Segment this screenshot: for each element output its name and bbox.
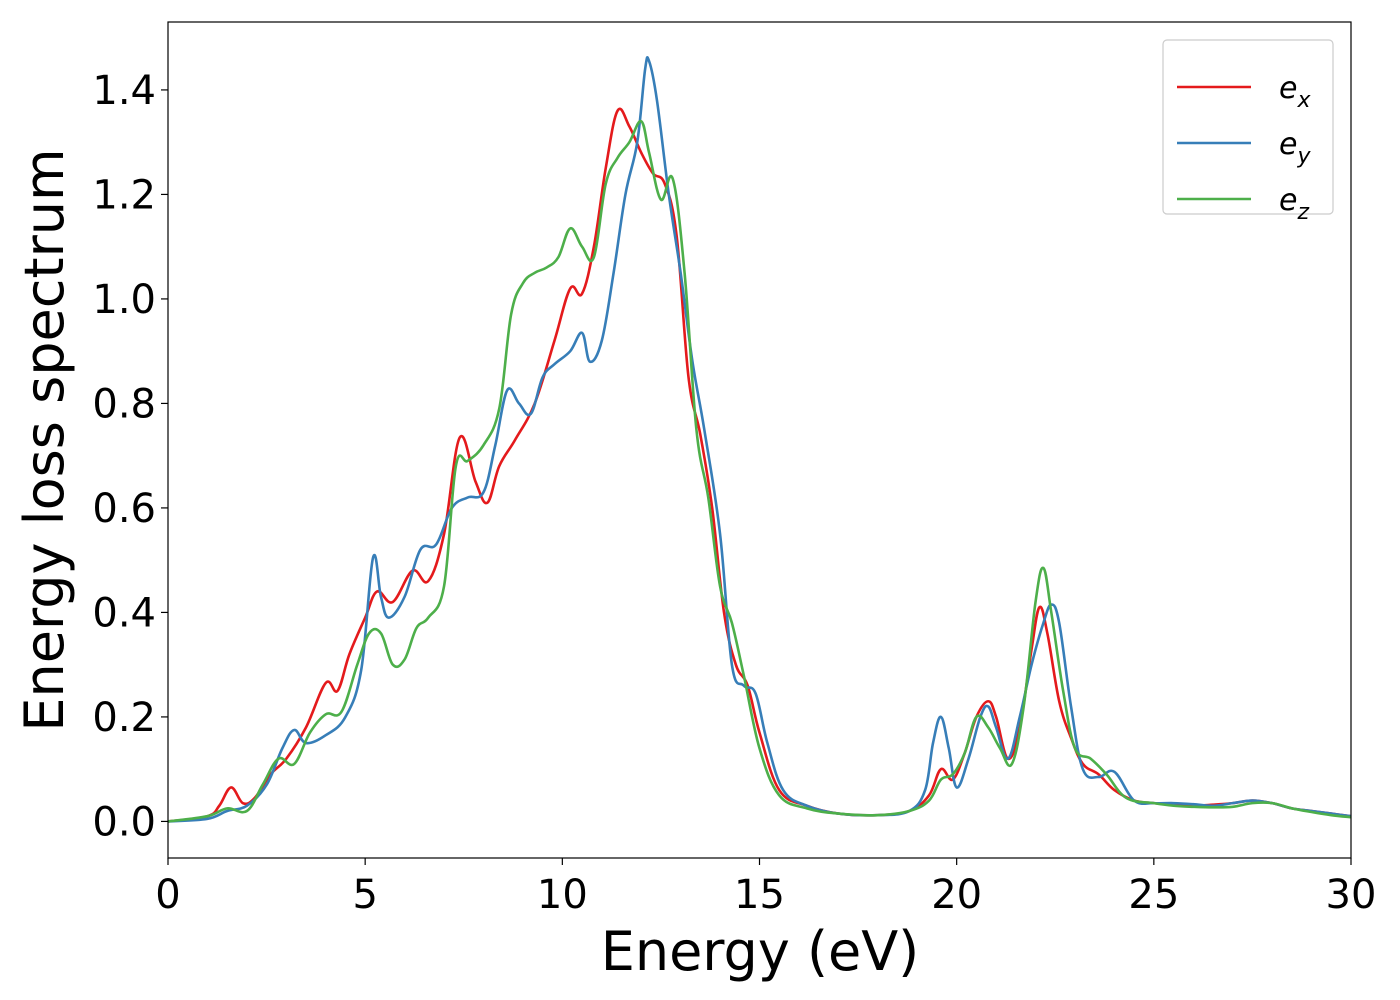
y-tick-label: 0.6 (92, 486, 156, 532)
y-tick-label: 0.2 (92, 695, 156, 741)
legend: ex ey ez (1162, 39, 1334, 225)
x-axis: 0 5 10 15 20 25 30 (155, 858, 1376, 918)
x-tick-label: 0 (155, 872, 180, 918)
y-tick-label: 1.4 (92, 68, 156, 114)
x-axis-title: Energy (eV) (601, 920, 920, 983)
x-tick-label: 10 (537, 872, 588, 918)
series-line-z (168, 119, 1351, 823)
y-tick-label: 0.0 (92, 799, 156, 845)
y-axis: 0.0 0.2 0.4 0.6 0.8 1.0 1.2 1.4 (92, 68, 168, 845)
legend-label-y: ey (1279, 127, 1311, 169)
y-tick-label: 1.0 (92, 277, 156, 323)
x-tick-label: 20 (931, 872, 982, 918)
x-tick-label: 30 (1326, 872, 1377, 918)
legend-box (1162, 39, 1334, 215)
legend-label-x: ex (1279, 71, 1311, 113)
series-line-y (168, 56, 1351, 823)
y-tick-label: 0.4 (92, 590, 156, 636)
x-tick-label: 25 (1128, 872, 1179, 918)
y-tick-label: 1.2 (92, 172, 156, 218)
y-tick-label: 0.8 (92, 381, 156, 427)
plot-lines (168, 56, 1351, 823)
legend-label-z: ez (1279, 183, 1309, 225)
y-axis-title: Energy loss spectrum (13, 148, 76, 731)
x-tick-label: 15 (734, 872, 785, 918)
x-tick-label: 5 (352, 872, 377, 918)
